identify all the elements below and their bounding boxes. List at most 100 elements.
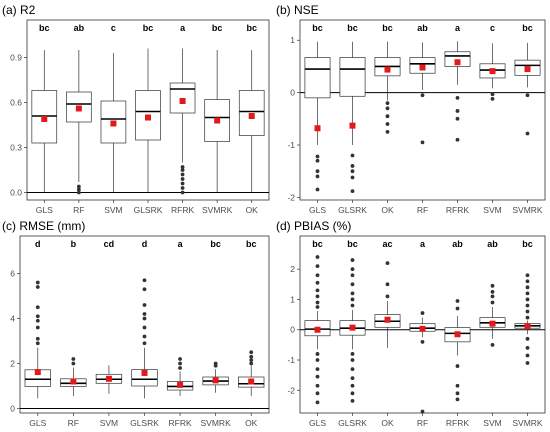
y-tick-label: 1 — [290, 35, 295, 45]
outlier-point — [143, 303, 147, 307]
outlier-point — [316, 281, 320, 285]
chart-panel: (c) RMSE (mm)0246dGLSbRFcdSVMdGLSRKaRFRK… — [2, 219, 269, 428]
mean-marker — [525, 66, 531, 72]
outlier-point — [316, 301, 320, 305]
significance-letter: bc — [246, 23, 257, 33]
mean-marker — [35, 369, 41, 375]
significance-letter: ab — [487, 239, 498, 249]
outlier-point — [181, 177, 185, 181]
outlier-point — [351, 391, 355, 395]
outlier-point — [526, 279, 530, 283]
mean-marker — [420, 326, 426, 332]
outlier-point — [526, 337, 530, 341]
outlier-point — [316, 255, 320, 259]
outlier-point — [456, 364, 460, 368]
outlier-point — [526, 285, 530, 289]
x-tick-label: GLS — [29, 418, 46, 428]
outlier-point — [214, 362, 218, 366]
significance-letter: bc — [312, 239, 323, 249]
outlier-point — [351, 399, 355, 403]
outlier-point — [456, 96, 460, 100]
significance-letter: bc — [39, 23, 50, 33]
panel-title: (d) PBIAS (%) — [276, 219, 351, 233]
outlier-point — [351, 258, 355, 262]
y-tick-label: 0.3 — [10, 143, 22, 153]
y-tick-label: -1 — [287, 140, 295, 150]
outlier-point — [351, 291, 355, 295]
y-tick-label: 4 — [10, 314, 15, 324]
mean-marker — [490, 321, 496, 327]
outlier-point — [456, 299, 460, 303]
outlier-point — [351, 376, 355, 380]
outlier-point — [143, 287, 147, 291]
mean-marker — [145, 115, 151, 121]
outlier-point — [456, 117, 460, 121]
outlier-point — [526, 291, 530, 295]
outlier-point — [249, 350, 253, 354]
outlier-point — [456, 307, 460, 311]
outlier-point — [316, 188, 320, 192]
significance-letter: ab — [452, 239, 463, 249]
chart-panel: (a) R20.00.30.60.9bcGLSabRFcSVMbcGLSRKaR… — [2, 3, 269, 215]
outlier-point — [526, 354, 530, 358]
y-tick-label: 0.9 — [10, 53, 22, 63]
mean-marker — [110, 121, 116, 127]
outlier-point — [421, 340, 425, 344]
outlier-point — [316, 288, 320, 292]
y-tick-label: -2 — [287, 192, 295, 202]
outlier-point — [456, 138, 460, 142]
outlier-point — [36, 326, 40, 330]
mean-marker — [214, 118, 220, 124]
outlier-point — [386, 130, 390, 134]
y-tick-label: 6 — [10, 269, 15, 279]
outlier-point — [386, 101, 390, 105]
outlier-point — [249, 362, 253, 366]
outlier-point — [421, 311, 425, 315]
outlier-point — [178, 362, 182, 366]
outlier-point — [491, 97, 495, 101]
mean-marker — [70, 379, 76, 385]
y-tick-label: -2 — [287, 385, 295, 395]
outlier-point — [351, 298, 355, 302]
outlier-point — [77, 185, 81, 189]
outlier-point — [249, 358, 253, 362]
mean-marker — [41, 116, 47, 122]
significance-letter: a — [178, 239, 184, 249]
significance-letter: bc — [212, 23, 223, 33]
outlier-point — [491, 343, 495, 347]
x-tick-label: OK — [381, 418, 394, 428]
outlier-point — [386, 114, 390, 118]
outlier-point — [526, 346, 530, 350]
outlier-point — [143, 317, 147, 321]
x-tick-label: RFRK — [169, 418, 192, 428]
significance-letter: b — [71, 239, 77, 249]
significance-letter: cd — [104, 239, 115, 249]
outlier-point — [456, 397, 460, 401]
significance-letter: c — [490, 23, 495, 33]
outlier-point — [526, 361, 530, 365]
outlier-point — [386, 282, 390, 286]
significance-letter: a — [180, 23, 186, 33]
panel-title: (a) R2 — [2, 3, 36, 17]
mean-marker — [420, 64, 426, 70]
outlier-point — [316, 375, 320, 379]
x-tick-label: GLS — [309, 418, 326, 428]
outlier-point — [316, 384, 320, 388]
mean-marker — [315, 125, 321, 131]
x-tick-label: RFRK — [171, 205, 194, 215]
panel-title: (b) NSE — [276, 3, 319, 17]
mean-marker — [350, 325, 356, 331]
outlier-point — [178, 357, 182, 361]
significance-letter: c — [111, 23, 116, 33]
outlier-point — [526, 304, 530, 308]
mean-marker — [315, 327, 321, 333]
x-tick-label: RF — [68, 418, 79, 428]
outlier-point — [421, 410, 425, 414]
mean-marker — [248, 379, 254, 385]
outlier-point — [526, 310, 530, 314]
x-tick-label: GLSRK — [338, 205, 367, 215]
x-tick-label: SVM — [483, 205, 501, 215]
mean-marker — [180, 98, 186, 104]
outlier-point — [526, 316, 530, 320]
